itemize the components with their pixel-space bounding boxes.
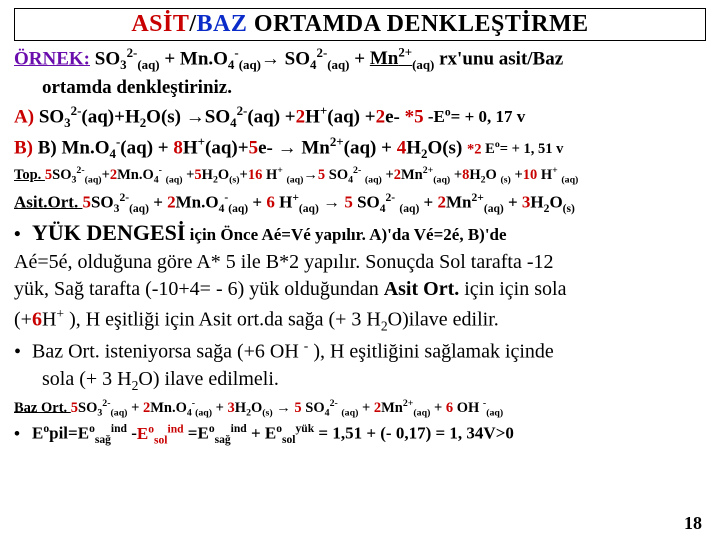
eq-B: B) B) Mn.O4-(aq) + 8H+(aq)+5e- → Mn2+(aq… bbox=[14, 134, 706, 163]
ornek-line: ÖRNEK: SO32-(aq) + Mn.O4-(aq)→ SO42-(aq)… bbox=[14, 45, 706, 74]
ornek-label: ÖRNEK: bbox=[14, 48, 90, 69]
bazort-line: Baz Ort. 5SO32-(aq) + 2Mn.O4-(aq) + 3H2O… bbox=[14, 398, 706, 420]
asitort-line: Asit.Ort. 5SO32-(aq) + 2Mn.O4-(aq) + 6 H… bbox=[14, 191, 706, 217]
para2: yük, Sağ tarafta (-10+4= - 6) yük olduğu… bbox=[14, 277, 706, 303]
title-rest: ORTAMDA DENKLEŞTİRME bbox=[247, 11, 588, 37]
para5: sola (+ 3 H2O) ilave edilmeli. bbox=[42, 367, 706, 394]
B-label: B) bbox=[14, 137, 33, 158]
ornek-sub: ortamda denkleştiriniz. bbox=[42, 76, 706, 100]
title-slash: / bbox=[189, 11, 196, 37]
para1: Aé=5é, olduğuna göre A* 5 ile B*2 yapılı… bbox=[14, 250, 706, 276]
title-asit: ASİT bbox=[131, 11, 189, 37]
para4: •Baz Ort. isteniyorsa sağa (+6 OH - ), H… bbox=[14, 337, 706, 365]
para3: (+6H+ ), H eşitliği için Asit ort.da sağ… bbox=[14, 305, 706, 335]
yuk-line: •YÜK DENGESİ için Önce Aé=Vé yapılır. A)… bbox=[14, 219, 706, 247]
A-eo: -Eo= + 0, 17 v bbox=[424, 107, 526, 126]
eo-line: •Eopil=Eosağind -Eosolind =Eosağind + Eo… bbox=[14, 422, 706, 448]
B-eo: Eo= + 1, 51 v bbox=[482, 141, 564, 157]
title-box: ASİT/BAZ ORTAMDA DENKLEŞTİRME bbox=[14, 8, 706, 41]
page-number: 18 bbox=[684, 513, 702, 534]
title-baz: BAZ bbox=[197, 11, 248, 37]
eq-A: A) SO32-(aq)+H2O(s) →SO42-(aq) +2H+(aq) … bbox=[14, 103, 706, 132]
A-label: A) bbox=[14, 106, 34, 127]
top-line: Top. 5SO32-(aq)+2Mn.O4- (aq) +5H2O(s)+16… bbox=[14, 165, 706, 187]
